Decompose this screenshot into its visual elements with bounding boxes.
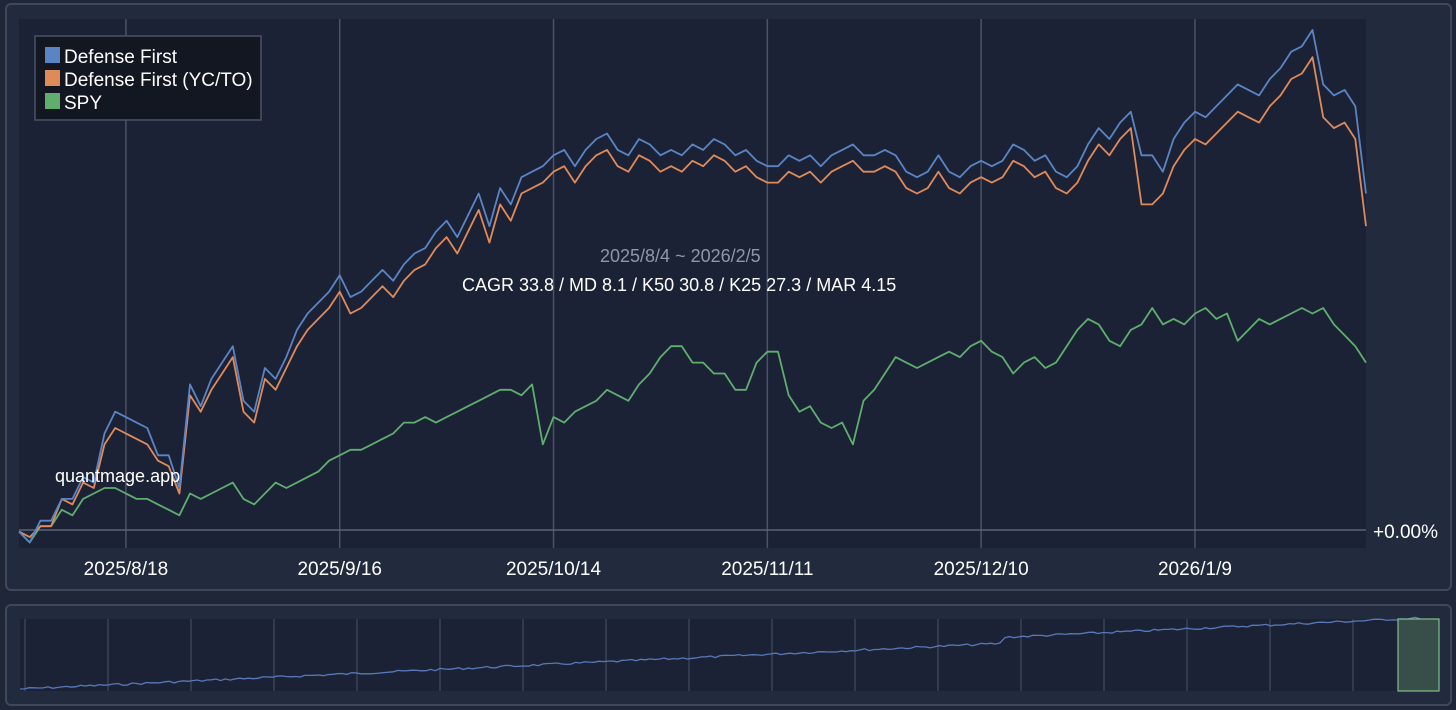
legend[interactable]: Defense First Defense First (YC/TO) SPY — [34, 35, 262, 121]
date-range-label: 2025/8/4 ~ 2026/2/5 — [600, 246, 761, 266]
legend-swatch-defense-first — [45, 47, 60, 63]
navigator[interactable] — [19, 616, 1440, 692]
x-tick-label: 2025/9/16 — [297, 559, 382, 580]
series-line-defense-first-yc-to — [18, 56, 1367, 538]
x-tick-label: 2025/10/14 — [506, 559, 602, 580]
x-tick-label: 2025/12/10 — [934, 559, 1029, 580]
legend-swatch-spy — [45, 93, 60, 109]
navigator-gridlines — [24, 619, 1354, 691]
series-lines — [18, 29, 1367, 544]
watermark: quantmage.app — [55, 466, 180, 486]
legend-swatch-defense-first-yc-to — [45, 70, 60, 86]
legend-spy[interactable]: SPY — [64, 93, 102, 114]
navigator-range-window[interactable] — [1397, 618, 1440, 692]
navigator-series-line — [19, 616, 1421, 690]
series-line-defense-first — [18, 29, 1367, 544]
x-tick-label: 2025/8/18 — [84, 559, 169, 580]
x-axis-labels: 2025/8/18 2025/9/16 2025/10/14 2025/11/11 20… — [84, 559, 1232, 580]
legend-box — [34, 35, 262, 121]
x-tick-label: 2026/1/9 — [1158, 559, 1232, 580]
legend-defense-first[interactable]: Defense First — [64, 47, 178, 68]
baseline-label: +0.00% — [1373, 522, 1438, 543]
gridlines — [125, 19, 1196, 548]
stats-label: CAGR 33.8 / MD 8.1 / K50 30.8 / K25 27.3… — [462, 275, 896, 295]
series-line-spy — [18, 307, 1367, 544]
legend-defense-first-yc-to[interactable]: Defense First (YC/TO) — [64, 70, 253, 91]
x-tick-label: 2025/11/11 — [721, 559, 813, 580]
